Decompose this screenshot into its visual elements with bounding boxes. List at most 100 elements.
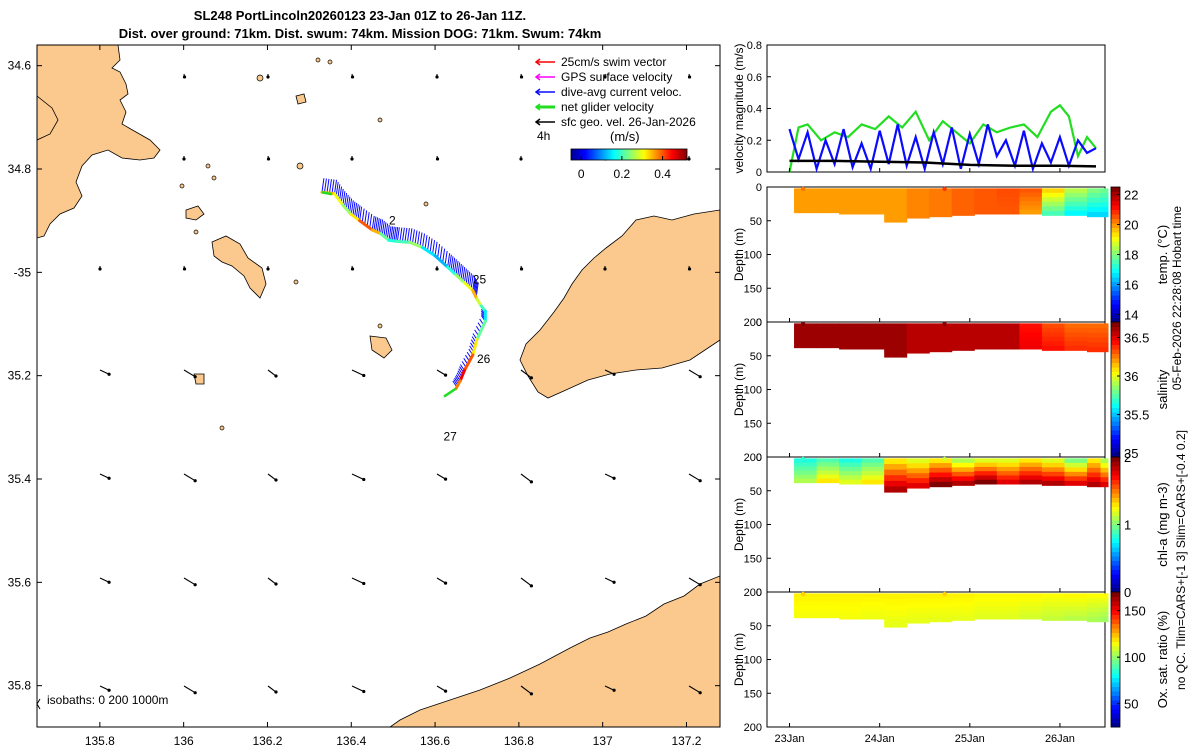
section-colorbar-cell [1111, 515, 1120, 521]
section-cell [794, 466, 818, 471]
dive-avg-current-vector [460, 265, 464, 280]
section-colorbar-cell [1111, 718, 1120, 723]
colorbar-tick-label: 1 [1124, 518, 1131, 533]
section-cell [974, 188, 998, 194]
vel-ytick-label: 0.8 [747, 40, 762, 52]
section-cell [974, 597, 998, 603]
sfc-vel-arrow-head [266, 75, 270, 79]
sfc-vel-arrow [99, 369, 110, 375]
dive-avg-current-vector [344, 192, 348, 208]
legend-arrowhead [534, 73, 541, 81]
section-cell [1064, 467, 1088, 473]
section-cell [974, 336, 998, 341]
day-label: 2 [389, 213, 396, 227]
section-cell [929, 477, 953, 483]
section-ytick-label: 150 [744, 553, 762, 565]
section-cell [1041, 476, 1065, 482]
section-colorbar-cell [1111, 569, 1120, 575]
section-colorbar-cell [1111, 209, 1120, 215]
track-segment [379, 232, 391, 242]
section-cell [1019, 192, 1043, 198]
day-label: 25 [473, 273, 487, 287]
surface-marker [942, 456, 947, 462]
section-cell [906, 468, 930, 474]
section-cell [974, 323, 998, 329]
section-cell [929, 616, 953, 623]
section-cell [1064, 480, 1088, 486]
section-cell [794, 331, 818, 336]
section-cell [1019, 475, 1043, 481]
section-cell [1086, 332, 1101, 339]
qc-note-label: no QC. Tlim=CARS+[-1 3] Slim=CARS+[-0.4 … [1174, 430, 1188, 690]
section-cell [951, 458, 975, 464]
section-cell [906, 333, 930, 339]
section-colorbar-cell [1111, 398, 1120, 404]
day-label: 27 [443, 429, 457, 443]
map-xtick-label: 136 [174, 734, 194, 748]
sfc-vel-arrow [267, 473, 277, 481]
section-cell [1041, 192, 1065, 198]
section-cell [906, 208, 930, 214]
section-cell [996, 201, 1020, 206]
section-colorbar-cell [1111, 565, 1120, 570]
sfc-vel-arrow-head [266, 157, 271, 161]
section-cell [1100, 593, 1109, 599]
sfc-vel-arrow [604, 685, 615, 691]
section-cell [839, 593, 863, 599]
section-cell [1019, 323, 1043, 329]
section-colorbar-cell [1111, 574, 1120, 579]
map-xtick-label: 135.8 [85, 734, 115, 748]
section-cell [816, 593, 840, 598]
section-cell [861, 209, 885, 215]
section-cell [951, 336, 975, 342]
section-colorbar-cell [1111, 493, 1120, 498]
section-cell [1100, 197, 1109, 204]
section-cell [974, 471, 998, 476]
dive-avg-current-vector [375, 217, 379, 232]
section-cell [1100, 477, 1109, 483]
section-cell [861, 614, 885, 620]
section-cell [929, 332, 953, 339]
section-cell [906, 598, 930, 604]
sfc-vel-arrow-head [612, 688, 616, 692]
section-cell [861, 327, 885, 333]
section-ytick-label: 0 [756, 452, 762, 464]
section-cell [951, 341, 975, 347]
dive-avg-current-vector [376, 218, 380, 233]
section-colorbar-cell [1111, 704, 1120, 710]
sfc-vel-arrow [436, 473, 446, 480]
dive-avg-current-vector [447, 253, 451, 268]
dive-avg-current-vector [429, 238, 433, 253]
section-cell [884, 463, 908, 471]
section-ylabel: Depth (m) [732, 498, 746, 551]
legend-label: dive-avg current veloc. [561, 85, 682, 99]
dive-avg-current-vector [345, 194, 349, 209]
land-island-small-3 [369, 335, 393, 359]
glider-track [320, 178, 487, 398]
section-cell [861, 593, 885, 599]
section-panel-chlorophyll: 0 50 100 150 200 Depth (m) 0 1 2 chl-a (mg m-3) [732, 450, 1170, 600]
section-cell [974, 610, 998, 616]
section-cell [974, 462, 998, 468]
section-cell [884, 193, 908, 201]
section-colorbar-cell [1111, 254, 1120, 260]
section-ytick-label: 100 [744, 385, 762, 397]
section-cell [861, 597, 885, 603]
section-cell [951, 345, 975, 351]
sfc-vel-arrow-head [274, 582, 278, 586]
sfc-vel-arrow-head [362, 373, 366, 378]
section-cell [816, 343, 840, 349]
sfc-vel-arrow-head [193, 375, 197, 379]
section-cell [996, 610, 1020, 616]
section-cell [816, 208, 840, 214]
section-colorbar-cell [1111, 619, 1120, 624]
land-islet-6 [179, 183, 185, 189]
land-islet-2 [327, 59, 333, 65]
section-cell [839, 205, 863, 211]
land-masses [37, 45, 720, 727]
dive-avg-current-vector [355, 204, 359, 219]
sfc-vel-arrow-head [612, 372, 616, 376]
dive-avg-current-vector [401, 227, 405, 242]
section-cell [1019, 462, 1043, 468]
